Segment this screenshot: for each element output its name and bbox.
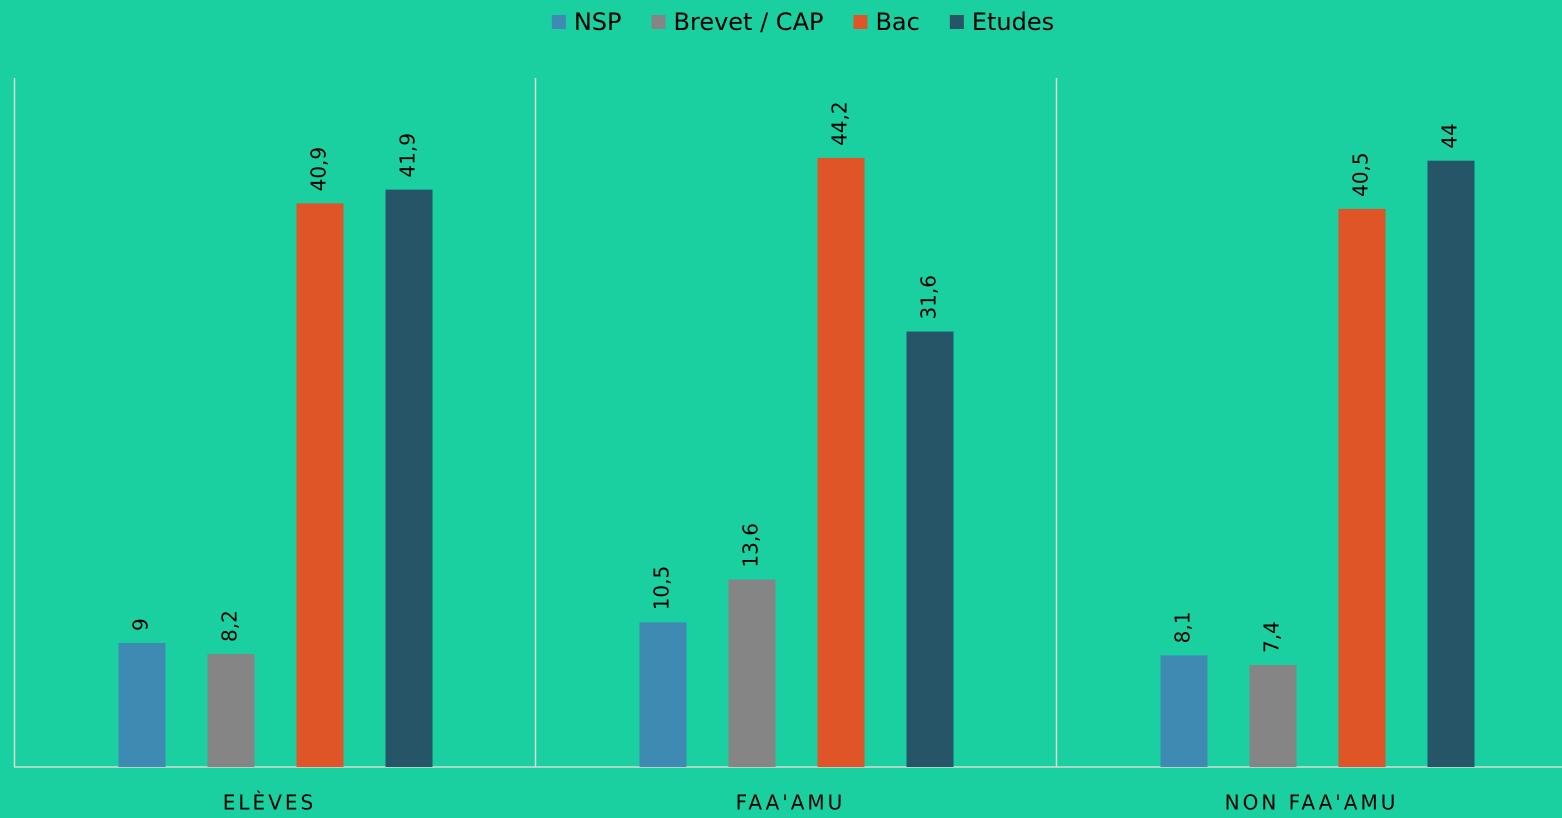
data-label: 41,9 <box>396 133 420 178</box>
legend-label: Brevet / CAP <box>674 8 824 36</box>
bar <box>1160 655 1208 767</box>
bar <box>207 654 255 767</box>
data-label: 40,9 <box>307 147 331 192</box>
bar <box>906 331 954 767</box>
data-label: 9 <box>129 618 153 631</box>
x-tick-label: FAA'AMU <box>736 791 846 815</box>
data-label: 44,2 <box>828 101 852 146</box>
bar <box>296 203 344 767</box>
data-label: 13,6 <box>739 523 763 568</box>
bar <box>639 622 687 767</box>
bar <box>1338 208 1386 767</box>
data-label: 31,6 <box>917 275 941 320</box>
data-label: 8,2 <box>218 610 242 642</box>
bar <box>817 157 865 767</box>
bar <box>118 642 166 767</box>
legend-swatch <box>651 15 666 29</box>
bar <box>385 189 433 768</box>
legend-swatch <box>853 15 868 29</box>
legend-swatch <box>551 15 566 29</box>
legend-label: NSP <box>574 8 622 36</box>
data-label: 44 <box>1438 123 1462 148</box>
data-label: 40,5 <box>1349 152 1373 197</box>
bar <box>728 579 776 767</box>
bar <box>1427 160 1475 767</box>
data-label: 10,5 <box>650 566 674 611</box>
bar <box>1249 665 1297 767</box>
x-tick-label: ELÈVES <box>223 791 316 815</box>
data-label: 8,1 <box>1171 612 1195 644</box>
data-label: 7,4 <box>1260 621 1284 653</box>
legend-label: Bac <box>875 8 919 36</box>
legend-swatch <box>949 15 964 29</box>
x-tick-label: NON FAA'AMU <box>1225 791 1399 815</box>
legend-label: Etudes <box>972 8 1054 36</box>
